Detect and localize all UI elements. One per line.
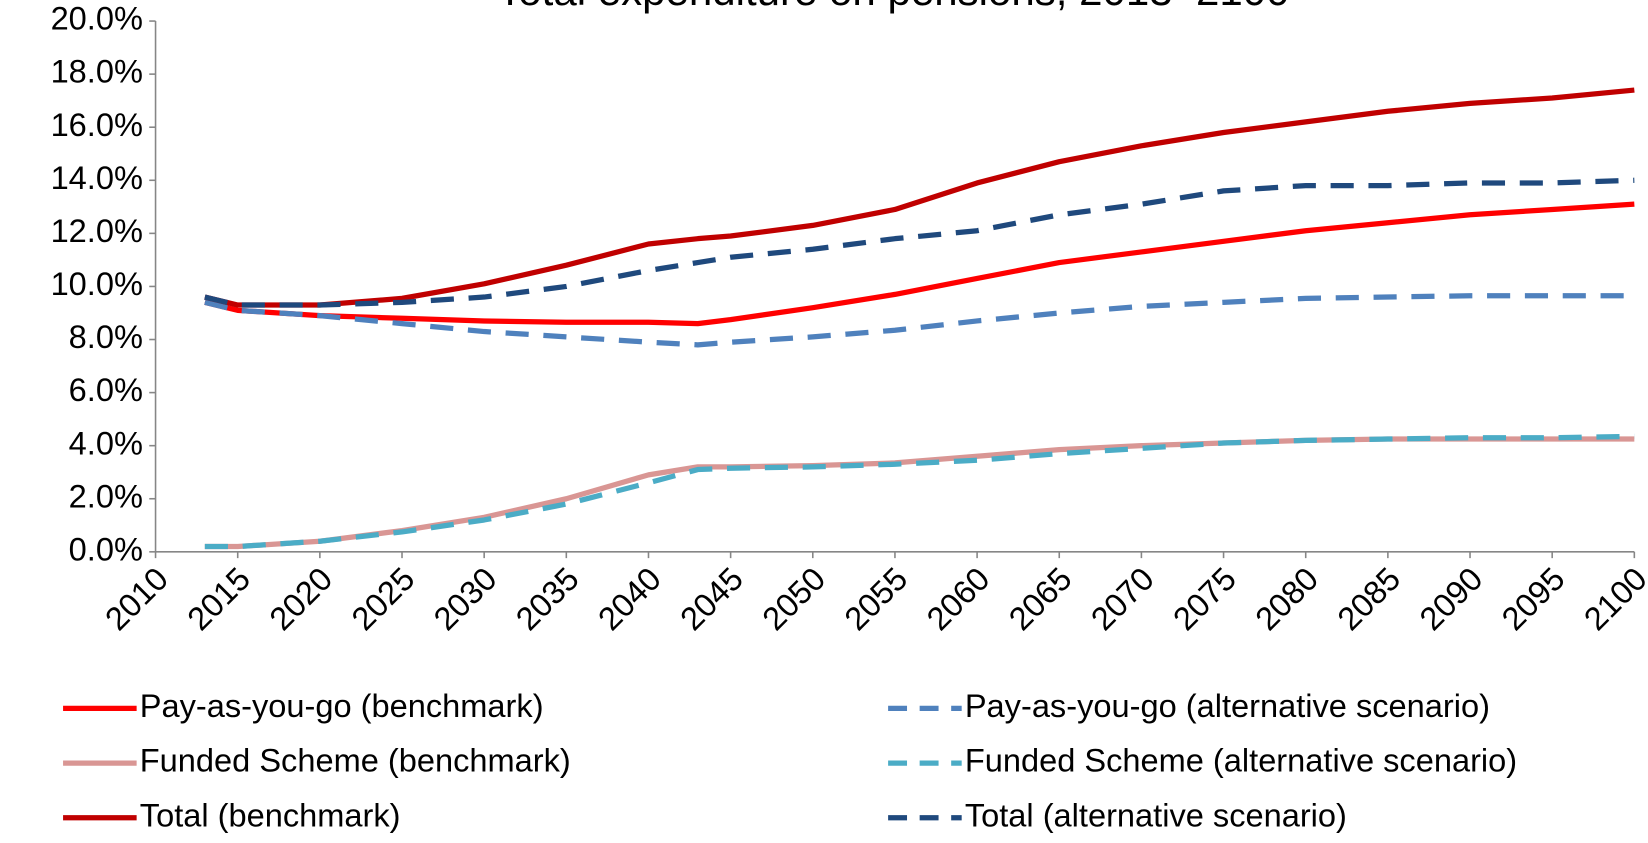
x-tick-label: 2085 [1331, 561, 1408, 638]
legend-label: Funded Scheme (benchmark) [140, 743, 571, 779]
y-tick-label: 14.0% [51, 160, 143, 196]
x-tick-label: 2050 [756, 561, 833, 638]
x-tick-label: 2030 [427, 561, 504, 638]
legend-label: Total (benchmark) [140, 797, 401, 833]
y-tick-label: 0.0% [69, 531, 143, 567]
series-line [204, 433, 1635, 550]
x-tick-label: 2040 [591, 561, 668, 638]
x-tick-label: 2060 [920, 561, 997, 638]
x-tick-label: 2015 [180, 561, 257, 638]
legend-label: Funded Scheme (alternative scenario) [965, 743, 1517, 779]
x-tick-label: 2020 [263, 561, 340, 638]
legend-label: Pay-as-you-go (benchmark) [140, 688, 544, 724]
legend-label: Pay-as-you-go (alternative scenario) [965, 688, 1490, 724]
x-tick-label: 2010 [98, 561, 175, 638]
y-tick-label: 4.0% [69, 425, 143, 461]
y-tick-label: 2.0% [69, 478, 143, 514]
x-tick-label: 2090 [1413, 561, 1490, 638]
x-tick-label: 2070 [1084, 561, 1161, 638]
y-tick-label: 20.0% [51, 1, 143, 37]
chart-title: Total expenditure on pensions, 2013–2100 [497, 0, 1289, 14]
series-line [204, 436, 1635, 550]
series-line [204, 293, 1635, 348]
series-line [204, 201, 1635, 327]
legend-label: Total (alternative scenario) [965, 797, 1347, 833]
x-tick-label: 2095 [1495, 561, 1572, 638]
x-tick-label: 2080 [1248, 561, 1325, 638]
x-tick-label: 2065 [1002, 561, 1079, 638]
y-tick-label: 18.0% [51, 54, 143, 90]
y-tick-label: 10.0% [51, 266, 143, 302]
y-tick-label: 12.0% [51, 213, 143, 249]
y-tick-label: 16.0% [51, 107, 143, 143]
x-tick-label: 2055 [838, 561, 915, 638]
series-line [204, 87, 1635, 308]
x-tick-label: 2025 [345, 561, 422, 638]
x-tick-label: 2100 [1577, 561, 1648, 638]
x-tick-label: 2075 [1166, 561, 1243, 638]
x-tick-label: 2035 [509, 561, 586, 638]
series-line [204, 177, 1635, 308]
x-tick-label: 2045 [673, 561, 750, 638]
y-tick-label: 8.0% [69, 319, 143, 355]
y-tick-label: 6.0% [69, 372, 143, 408]
